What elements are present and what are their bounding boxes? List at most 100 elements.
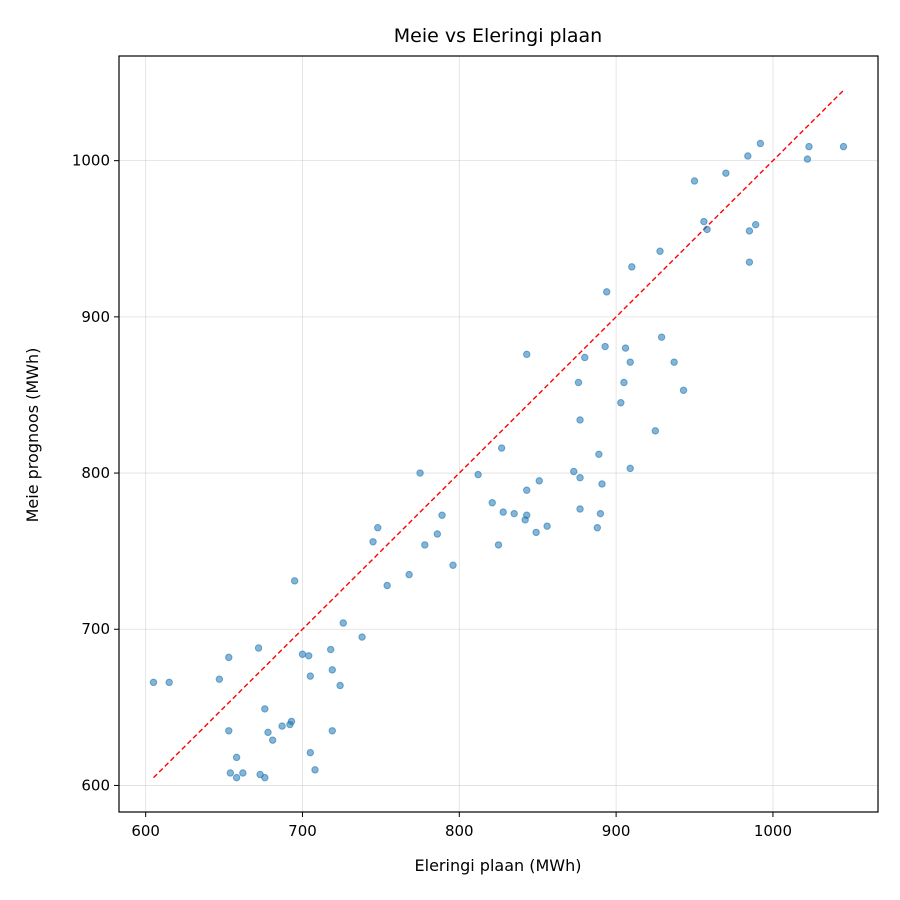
data-point-41 <box>494 541 503 549</box>
data-point-67 <box>626 358 634 366</box>
data-point-20 <box>305 652 313 660</box>
data-point-3 <box>225 653 233 662</box>
data-point-78 <box>722 169 730 177</box>
data-point-0 <box>149 678 158 687</box>
grid-layer <box>119 56 878 812</box>
data-point-7 <box>232 753 241 762</box>
data-point-39 <box>474 470 482 479</box>
data-point-43 <box>499 508 507 516</box>
data-point-2 <box>215 675 224 683</box>
x-tick-label-3: 900 <box>602 822 631 840</box>
data-point-19 <box>298 650 307 658</box>
data-point-17 <box>287 717 296 726</box>
data-point-85 <box>805 142 813 151</box>
data-point-57 <box>581 353 589 362</box>
data-point-77 <box>703 225 711 234</box>
data-point-79 <box>744 152 752 160</box>
x-axis-ticks: 600 700 800 900 1000 <box>131 812 792 840</box>
data-point-62 <box>601 342 609 351</box>
data-point-70 <box>651 427 660 435</box>
data-point-30 <box>369 538 377 546</box>
x-axis-title: Eleringi plaan (MWh) <box>415 856 582 875</box>
data-point-22 <box>306 748 315 757</box>
data-point-68 <box>626 464 634 473</box>
data-point-86 <box>839 142 848 151</box>
data-point-56 <box>576 505 584 513</box>
data-point-18 <box>290 577 299 585</box>
x-tick-label-1: 700 <box>288 822 317 840</box>
data-point-59 <box>595 450 603 459</box>
data-point-28 <box>339 619 347 627</box>
reference-line <box>153 89 844 779</box>
y-axis-ticks: 600 700 800 900 1000 <box>72 152 119 794</box>
data-point-26 <box>328 727 336 735</box>
data-point-54 <box>576 474 584 482</box>
data-point-47 <box>523 486 531 494</box>
y-tick-label-1: 700 <box>81 620 110 638</box>
data-point-60 <box>596 509 605 518</box>
data-point-46 <box>523 511 531 519</box>
data-point-24 <box>327 645 335 654</box>
y-axis-title: Meie prognoos (MWh) <box>23 348 42 523</box>
data-point-71 <box>656 247 664 255</box>
data-point-44 <box>510 509 518 518</box>
y-tick-label-2: 800 <box>81 464 110 482</box>
data-point-74 <box>679 386 688 394</box>
data-point-35 <box>421 541 429 549</box>
x-tick-label-4: 1000 <box>754 822 792 840</box>
chart-title: Meie vs Eleringi plaan <box>394 25 602 47</box>
data-point-55 <box>576 416 584 424</box>
points-layer <box>149 139 848 782</box>
data-point-13 <box>264 728 272 737</box>
data-point-69 <box>628 263 636 271</box>
data-point-12 <box>261 705 269 713</box>
data-point-15 <box>278 722 286 730</box>
data-point-36 <box>433 530 442 538</box>
data-point-32 <box>383 581 391 590</box>
data-point-38 <box>449 561 457 569</box>
data-point-64 <box>617 399 625 407</box>
data-point-65 <box>620 378 628 387</box>
data-point-27 <box>336 681 344 690</box>
data-point-37 <box>438 511 446 519</box>
y-tick-label-0: 600 <box>81 776 110 794</box>
data-point-82 <box>751 220 760 229</box>
x-tick-label-0: 600 <box>131 822 160 840</box>
x-tick-label-2: 800 <box>445 822 474 840</box>
data-point-4 <box>225 727 233 735</box>
data-point-48 <box>523 350 531 359</box>
y-tick-label-4: 1000 <box>72 152 110 170</box>
data-point-9 <box>254 644 263 652</box>
data-point-83 <box>756 139 765 148</box>
data-point-21 <box>306 672 315 680</box>
data-point-29 <box>358 633 366 641</box>
data-point-53 <box>574 378 583 387</box>
data-point-14 <box>268 736 277 744</box>
data-point-8 <box>239 769 247 777</box>
data-point-25 <box>328 666 336 674</box>
data-point-42 <box>497 444 506 452</box>
data-point-76 <box>700 217 708 226</box>
data-point-31 <box>374 524 382 532</box>
y-tick-label-3: 900 <box>81 308 110 326</box>
data-point-34 <box>416 469 424 477</box>
data-point-11 <box>261 773 269 782</box>
data-point-50 <box>535 477 543 485</box>
data-point-66 <box>621 344 630 352</box>
plot-frame <box>118 55 879 813</box>
data-point-51 <box>543 522 551 530</box>
data-point-40 <box>488 499 496 507</box>
data-point-49 <box>532 528 540 537</box>
data-point-6 <box>232 773 241 782</box>
data-point-84 <box>803 155 812 163</box>
data-point-80 <box>745 227 754 235</box>
data-point-81 <box>745 258 754 266</box>
data-point-23 <box>311 766 319 774</box>
data-point-75 <box>690 177 699 185</box>
data-point-5 <box>226 769 235 777</box>
data-point-58 <box>593 524 601 532</box>
data-point-72 <box>657 333 666 341</box>
data-point-52 <box>570 467 578 476</box>
